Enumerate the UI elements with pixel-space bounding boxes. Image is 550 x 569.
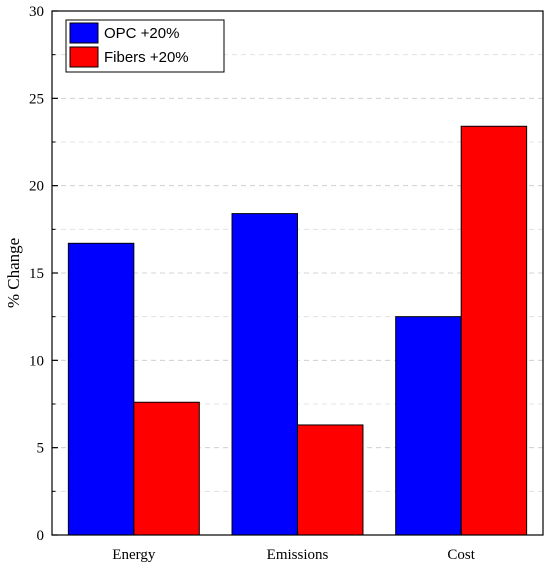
x-tick-label-cost: Cost [447,547,475,563]
legend-swatch-series-1 [69,22,99,44]
y-tick-label-0: 0 [37,528,45,544]
bars [67,125,528,536]
legend-swatch-series-2 [69,46,99,68]
bar-emissions-series-2 [297,424,364,536]
y-tick-label-20: 20 [29,179,44,195]
bar-energy-series-2 [133,401,200,536]
y-tick-label-10: 10 [29,353,44,369]
y-tick-label-15: 15 [29,266,44,282]
tick-labels: 0 5 10 15 20 25 30 Energy Emissions Cost [29,4,476,563]
y-tick-label-25: 25 [29,91,44,107]
bar-emissions-series-1 [231,213,299,536]
x-tick-label-energy: Energy [112,547,156,563]
y-tick-label-5: 5 [37,441,45,457]
legend-label-series-1: OPC +20% [104,25,179,42]
legend-label-series-2: Fibers +20% [104,49,189,66]
bar-cost-series-1 [395,316,462,536]
bar-energy-series-1 [67,242,135,536]
bar-cost-series-2 [460,125,528,536]
legend: OPC +20% Fibers +20% [65,19,225,73]
x-tick-label-emissions: Emissions [267,547,329,563]
ticks [52,10,462,536]
y-axis-title: % Change [4,238,23,308]
y-tick-label-30: 30 [29,4,44,20]
